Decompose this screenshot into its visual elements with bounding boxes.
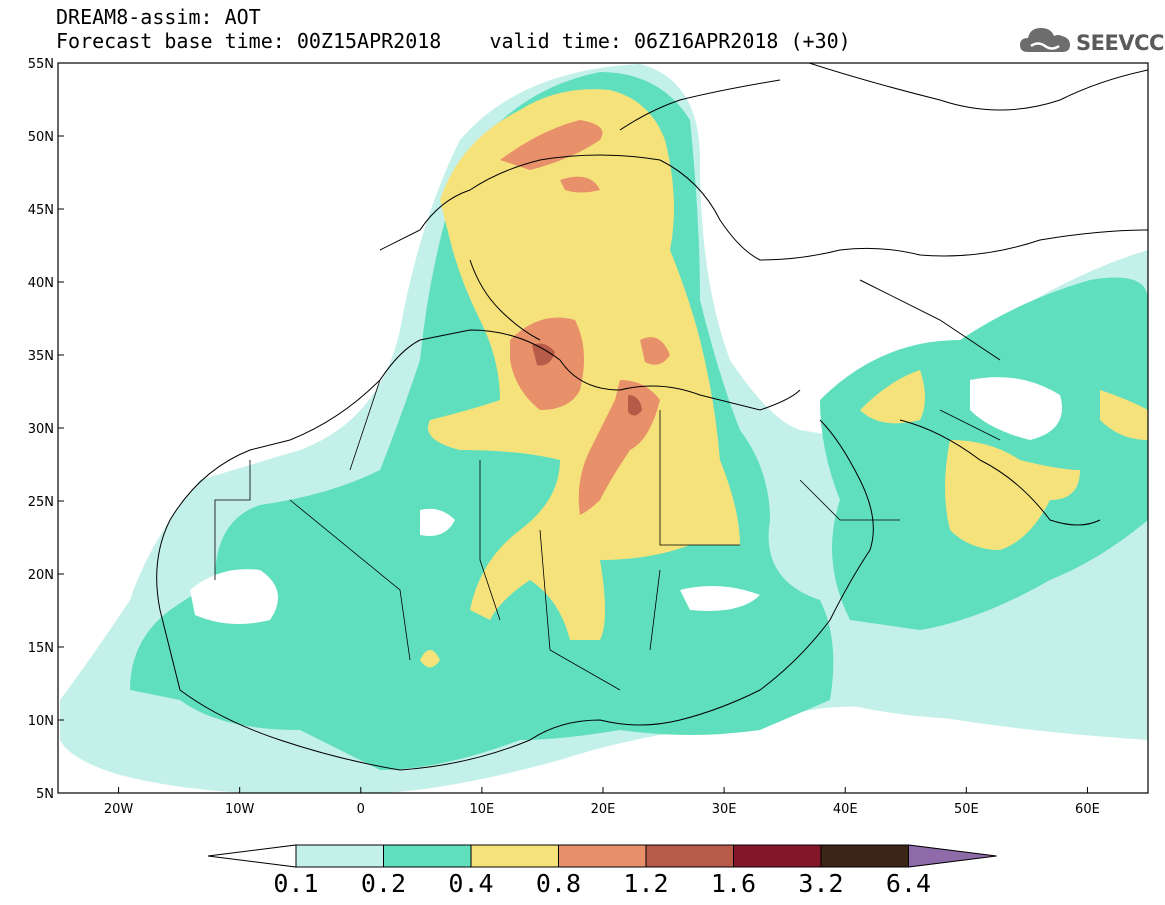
- colorbar-level-label: 6.4: [885, 869, 932, 898]
- lon-label: 50E: [954, 802, 979, 817]
- lat-label: 15N: [28, 641, 54, 656]
- lon-label: 60E: [1075, 802, 1100, 817]
- colorbar-level-label: 0.1: [273, 869, 319, 898]
- seevccc-logo: SEEVCCC: [1018, 22, 1165, 62]
- lon-label: 40E: [833, 802, 858, 817]
- colorbar-level-label: 1.6: [710, 869, 757, 898]
- colorbar-min-arrow: [207, 844, 297, 868]
- lat-label: 50N: [28, 130, 54, 145]
- colorbar-max-arrow: [908, 844, 997, 868]
- lat-label: 5N: [36, 787, 54, 802]
- colorbar-segment: [383, 844, 472, 868]
- latitude-axis: 55N 50N 45N 40N 35N 30N 25N 20N 15N 10N 5N: [28, 57, 64, 802]
- aot-level-1-2: [532, 343, 642, 416]
- logo-text: SEEVCCC: [1076, 31, 1165, 55]
- lat-label: 30N: [28, 422, 54, 437]
- colorbar-segment: [733, 844, 822, 868]
- colorbar-level-label: 0.4: [448, 869, 494, 898]
- cloud-icon: [1020, 28, 1070, 52]
- colorbar-segment: [470, 844, 559, 868]
- longitude-axis: 20W 10W 0 10E 20E 30E 40E 50E 60E: [104, 787, 1100, 817]
- lon-label: 30E: [712, 802, 737, 817]
- lon-label: 20E: [591, 802, 616, 817]
- colorbar: [207, 844, 997, 868]
- colorbar-segment: [820, 844, 909, 868]
- lon-label: 20W: [104, 802, 134, 817]
- lat-label: 45N: [28, 203, 54, 218]
- colorbar-level-label: 0.2: [360, 869, 407, 898]
- lon-label: 10E: [470, 802, 495, 817]
- lat-label: 55N: [28, 57, 54, 72]
- lat-label: 40N: [28, 276, 54, 291]
- country-borders: [214, 379, 1001, 691]
- lon-label: 0: [357, 802, 365, 817]
- aot-clear-areas: [190, 377, 1062, 624]
- lat-label: 25N: [28, 495, 54, 510]
- aot-field: [60, 64, 1148, 793]
- coastlines: [156, 63, 1148, 771]
- aot-level-0-4: [420, 89, 1148, 668]
- lat-label: 20N: [28, 568, 54, 583]
- colorbar-segment: [295, 844, 384, 868]
- forecast-time-line: Forecast base time: 00Z15APR2018 valid t…: [56, 29, 851, 53]
- colorbar-segment: [558, 844, 647, 868]
- lon-label: 10W: [225, 802, 255, 817]
- colorbar-segment: [645, 844, 734, 868]
- lat-label: 35N: [28, 349, 54, 364]
- lat-label: 10N: [28, 714, 54, 729]
- colorbar-level-label: 3.2: [798, 869, 844, 898]
- colorbar-level-label: 0.8: [535, 869, 582, 898]
- colorbar-level-label: 1.2: [623, 869, 669, 898]
- map-title: DREAM8-assim: AOT: [56, 5, 261, 29]
